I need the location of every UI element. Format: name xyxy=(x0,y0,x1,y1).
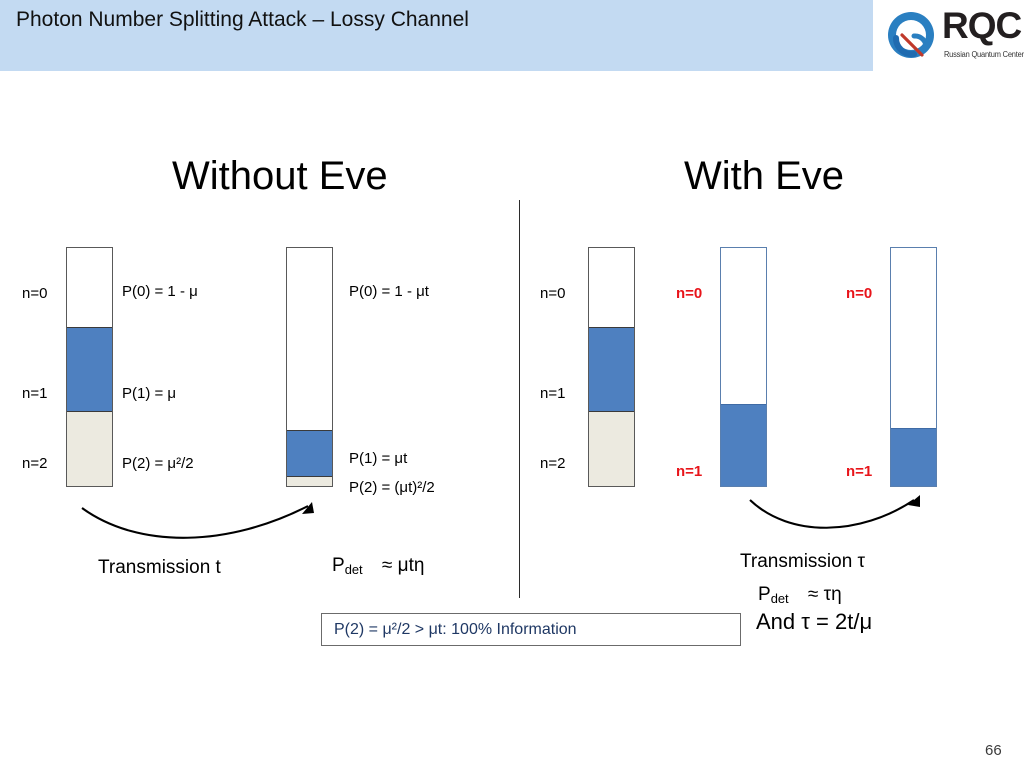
title-band xyxy=(0,0,873,71)
pdet-left: Pdet ≈ μtη xyxy=(332,554,424,582)
bar4-label-n0: n=0 xyxy=(676,285,703,302)
bar2-prob-p2: P(2) = (μt)²/2 xyxy=(349,479,435,496)
bar5-label-n0: n=0 xyxy=(846,285,873,302)
bar1-label-n1: n=1 xyxy=(22,385,48,402)
rqc-wordmark: RQC xyxy=(942,5,1022,46)
pdet-right: Pdet ≈ τη xyxy=(758,583,842,611)
information-callout-box: P(2) = μ²/2 > μt: 100% Information xyxy=(321,613,741,646)
photon-bar-eve-forwarded xyxy=(890,247,937,487)
pdet-left-symbol: P xyxy=(332,555,345,576)
bar-segment-n0 xyxy=(721,248,766,404)
pdet-right-symbol: P xyxy=(758,584,771,605)
heading-without-eve: Without Eve xyxy=(172,154,388,198)
bar3-label-n1: n=1 xyxy=(540,385,566,402)
bar-segment-n2 xyxy=(287,477,332,486)
rqc-q-mark xyxy=(888,12,934,58)
bar4-label-n1: n=1 xyxy=(676,463,703,480)
bar-segment-n2 xyxy=(589,411,634,486)
bar3-label-n0: n=0 xyxy=(540,285,566,302)
section-divider xyxy=(519,200,520,598)
photon-bar-alice xyxy=(66,247,113,487)
tau-relation: And τ = 2t/μ xyxy=(756,609,873,634)
pdet-right-value: ≈ τη xyxy=(807,584,842,605)
pdet-left-value: ≈ μtη xyxy=(381,555,425,576)
information-callout-text: P(2) = μ²/2 > μt: 100% Information xyxy=(334,620,577,638)
transmission-label-left: Transmission t xyxy=(98,557,221,578)
bar-segment-n0 xyxy=(589,248,634,328)
bar1-prob-p1: P(1) = μ xyxy=(122,385,177,402)
bar2-prob-p0: P(0) = 1 - μt xyxy=(349,283,429,300)
bar-segment-n1 xyxy=(589,327,634,412)
bar-segment-n1 xyxy=(721,403,766,486)
photon-bar-eve-source xyxy=(588,247,635,487)
bar1-label-n2: n=2 xyxy=(22,455,48,472)
page-number: 66 xyxy=(985,742,1002,759)
bar-segment-n2 xyxy=(67,411,112,486)
bar-segment-n1 xyxy=(67,327,112,412)
photon-bar-bob xyxy=(286,247,333,487)
rqc-tagline: Russian Quantum Center xyxy=(944,50,1024,59)
pdet-right-subscript: det xyxy=(770,591,789,607)
bar2-prob-p1: P(1) = μt xyxy=(349,450,408,467)
page-title: Photon Number Splitting Attack – Lossy C… xyxy=(16,8,469,31)
pdet-left-subscript: det xyxy=(344,562,363,578)
heading-with-eve: With Eve xyxy=(684,154,845,198)
bar-segment-n1 xyxy=(287,429,332,478)
bar-segment-n0 xyxy=(891,248,936,428)
bar-segment-n0 xyxy=(67,248,112,328)
bar1-prob-p2: P(2) = μ²/2 xyxy=(122,455,194,472)
bar1-label-n0: n=0 xyxy=(22,285,48,302)
bar-segment-n1 xyxy=(891,427,936,486)
rqc-logo: RQC Russian Quantum Center xyxy=(884,5,1024,68)
transmission-label-right: Transmission τ xyxy=(740,551,866,572)
transmission-arrow-left xyxy=(81,502,314,539)
bar5-label-n1: n=1 xyxy=(846,463,873,480)
bar3-label-n2: n=2 xyxy=(540,455,566,472)
transmission-arrow-right xyxy=(749,495,920,529)
bar-segment-n0 xyxy=(287,248,332,430)
photon-bar-eve-tapped xyxy=(720,247,767,487)
bar1-prob-p0: P(0) = 1 - μ xyxy=(122,283,198,300)
